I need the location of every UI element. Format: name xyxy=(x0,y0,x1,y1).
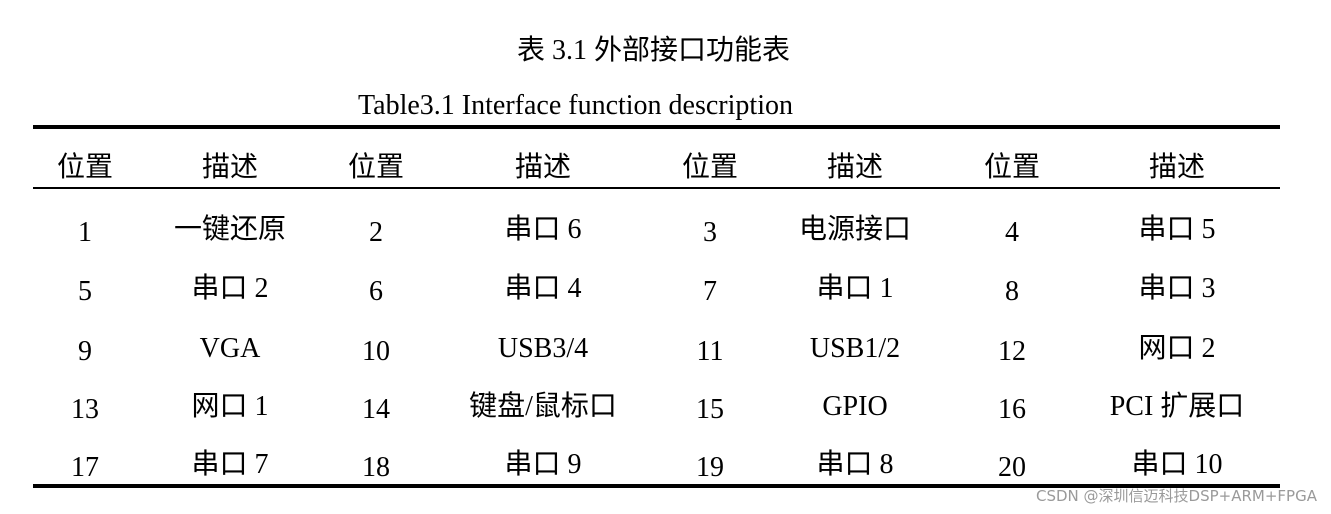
header-rule xyxy=(33,187,1280,189)
column-header: 位置 xyxy=(347,152,404,183)
description-cell: 一键还原 xyxy=(173,214,286,245)
description-cell: USB3/4 xyxy=(497,333,589,364)
column-header: 位置 xyxy=(983,152,1040,183)
description-cell: 串口 9 xyxy=(504,449,582,480)
column-header: 描述 xyxy=(514,152,571,183)
position-cell: 2 xyxy=(369,217,383,248)
top-rule xyxy=(33,125,1280,129)
description-cell: 串口 1 xyxy=(816,273,894,304)
position-cell: 6 xyxy=(369,276,383,307)
position-cell: 7 xyxy=(703,276,717,307)
position-cell: 9 xyxy=(78,336,92,367)
position-cell: 4 xyxy=(1005,217,1019,248)
description-cell: 串口 3 xyxy=(1138,273,1216,304)
description-cell: 键盘/鼠标口 xyxy=(469,391,617,422)
table-caption-english: Table3.1 Interface function description xyxy=(358,90,793,121)
description-cell: 串口 10 xyxy=(1131,449,1223,480)
position-cell: 12 xyxy=(998,336,1026,367)
description-cell: 网口 1 xyxy=(191,391,269,422)
position-cell: 3 xyxy=(703,217,717,248)
description-cell: GPIO xyxy=(822,391,888,422)
position-cell: 1 xyxy=(78,217,92,248)
position-cell: 18 xyxy=(362,452,390,483)
description-cell: 电源接口 xyxy=(798,214,911,245)
position-cell: 16 xyxy=(998,394,1026,425)
column-header: 描述 xyxy=(1148,152,1205,183)
column-header: 位置 xyxy=(56,152,113,183)
description-cell: 串口 8 xyxy=(816,449,894,480)
position-cell: 19 xyxy=(696,452,724,483)
description-cell: 串口 7 xyxy=(191,449,269,480)
position-cell: 17 xyxy=(71,452,99,483)
position-cell: 13 xyxy=(71,394,99,425)
position-cell: 8 xyxy=(1005,276,1019,307)
table-caption-chinese: 表 3.1 外部接口功能表 xyxy=(516,35,790,66)
description-cell: 串口 4 xyxy=(504,273,582,304)
column-header: 描述 xyxy=(826,152,883,183)
column-header: 描述 xyxy=(201,152,258,183)
description-cell: 串口 5 xyxy=(1138,214,1216,245)
description-cell: 串口 6 xyxy=(504,214,582,245)
description-cell: 网口 2 xyxy=(1138,333,1216,364)
bottom-rule xyxy=(33,484,1280,488)
position-cell: 11 xyxy=(696,336,724,367)
column-header: 位置 xyxy=(681,152,738,183)
description-cell: PCI 扩展口 xyxy=(1109,391,1245,422)
position-cell: 20 xyxy=(998,452,1026,483)
position-cell: 14 xyxy=(362,394,390,425)
position-cell: 10 xyxy=(362,336,390,367)
description-cell: 串口 2 xyxy=(191,273,269,304)
description-cell: VGA xyxy=(199,333,261,364)
description-cell: USB1/2 xyxy=(809,333,901,364)
watermark: CSDN @深圳信迈科技DSP+ARM+FPGA xyxy=(1036,487,1317,505)
position-cell: 5 xyxy=(78,276,92,307)
position-cell: 15 xyxy=(696,394,724,425)
